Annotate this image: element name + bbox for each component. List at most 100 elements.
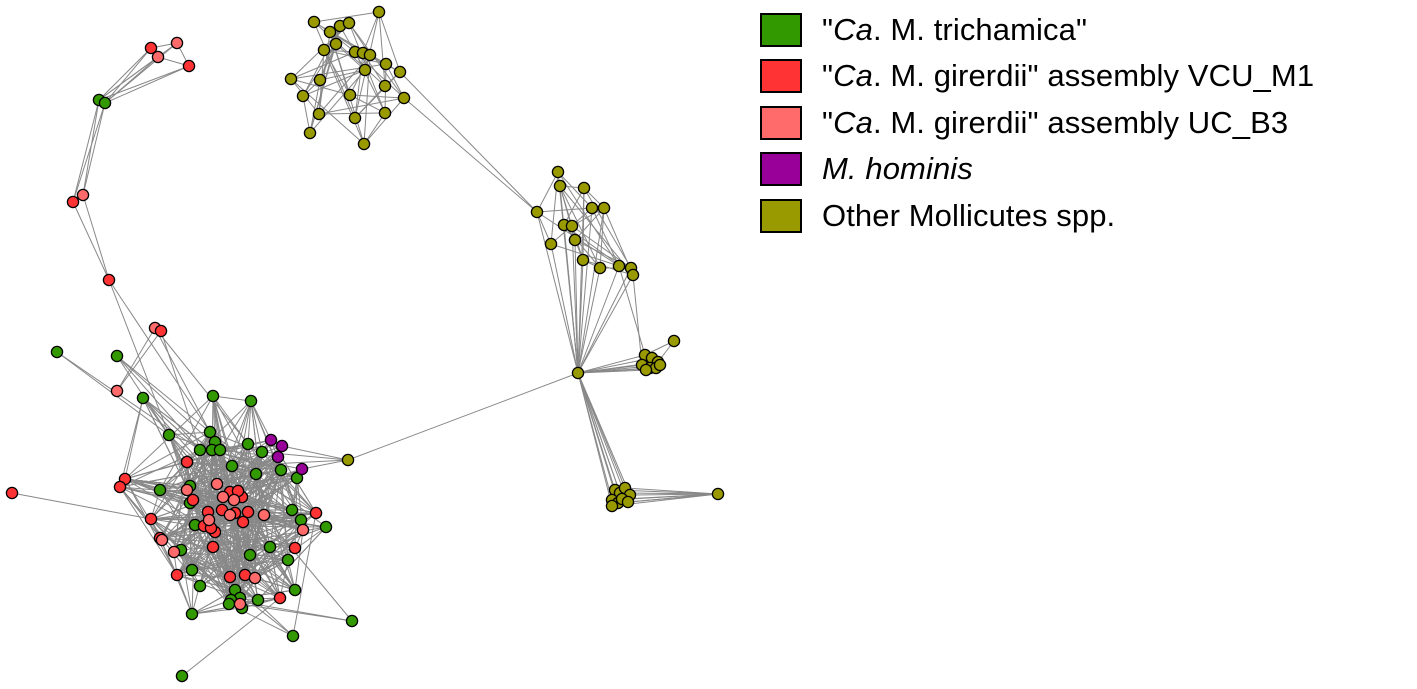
node-trichamica (153, 483, 167, 497)
node-other-mollicutes (711, 487, 725, 501)
network-edge (124, 478, 205, 527)
network-edge (319, 69, 366, 81)
network-edge (116, 330, 162, 392)
network-edge (577, 274, 634, 374)
node-trichamica (319, 520, 333, 534)
network-edge (72, 102, 106, 203)
network-edge (214, 531, 296, 549)
node-trichamica (281, 553, 295, 567)
node-other-mollicutes (605, 499, 619, 513)
network-edge (577, 265, 620, 374)
node-girerdii-uc-b3 (110, 384, 124, 398)
network-edge (563, 224, 601, 269)
node-girerdii-vcu-m1 (180, 455, 194, 469)
network-edge (108, 279, 211, 433)
network-edge (292, 512, 317, 637)
legend-swatch (760, 105, 802, 140)
network-edge (124, 397, 144, 480)
node-other-mollicutes (397, 91, 411, 105)
node-trichamica (222, 597, 236, 611)
network-edge (557, 171, 620, 267)
node-trichamica (241, 437, 255, 451)
network-edge (154, 327, 249, 445)
legend-label: M. hominis (822, 151, 973, 186)
network-edge (577, 372, 631, 496)
network-edge (168, 434, 205, 527)
legend-label: "Ca. M. trichamica" (822, 11, 1088, 47)
network-edges (11, 11, 719, 677)
network-edge (119, 397, 144, 488)
network-edge (159, 395, 214, 491)
node-trichamica (285, 503, 299, 517)
network-edge (82, 102, 106, 196)
node-trichamica (213, 443, 227, 457)
network-edge (154, 327, 211, 433)
node-other-mollicutes (621, 495, 635, 509)
network-edge (116, 327, 156, 392)
network-edge (577, 369, 647, 374)
node-girerdii-vcu-m1 (144, 41, 158, 55)
node-girerdii-uc-b3 (151, 50, 165, 64)
legend-item-trichamica: "Ca. M. trichamica" (760, 10, 1314, 49)
network-edge (250, 400, 272, 441)
network-edge (72, 201, 110, 281)
node-trichamica (185, 607, 199, 621)
legend-swatch (760, 152, 802, 186)
network-edge (191, 559, 289, 571)
network-edge (550, 243, 579, 374)
network-edge (116, 355, 221, 451)
network-edge (82, 194, 110, 281)
node-other-mollicutes (343, 88, 357, 102)
network-edge (255, 473, 281, 599)
network-edge (583, 187, 632, 269)
network-edge (159, 465, 233, 491)
node-girerdii-uc-b3 (76, 188, 90, 202)
network-edge (189, 431, 211, 487)
network-edge (231, 465, 304, 531)
node-other-mollicutes (568, 233, 582, 247)
node-other-mollicutes (378, 79, 392, 93)
network-edge (189, 502, 246, 576)
network-edge (309, 79, 321, 134)
network-edge (108, 279, 170, 436)
network-edge (231, 465, 271, 548)
network-edge (229, 514, 241, 599)
network-edge (119, 486, 196, 526)
network-edge (168, 434, 188, 491)
network-edge (557, 171, 593, 209)
node-girerdii-vcu-m1 (66, 195, 80, 209)
legend-item-other-mollicutes: Other Mollicutes spp. (760, 196, 1314, 235)
network-edge (577, 259, 584, 374)
node-hominis (264, 433, 278, 447)
node-other-mollicutes (612, 259, 626, 273)
node-girerdii-uc-b3 (223, 508, 237, 522)
network-edge (250, 400, 263, 453)
network-edge (290, 63, 387, 80)
node-other-mollicutes (307, 15, 321, 29)
network-edge (191, 607, 243, 615)
node-other-mollicutes (341, 453, 355, 467)
node-trichamica (249, 467, 263, 481)
network-edge (362, 11, 380, 54)
legend-label: "Ca. M. girerdii" assembly UC_B3 (822, 104, 1289, 140)
network-edge (629, 493, 719, 496)
network-edge (176, 574, 193, 615)
network-edge (348, 22, 405, 99)
network-edge (349, 94, 405, 99)
network-edge (72, 99, 100, 203)
network-edge (302, 43, 337, 97)
node-other-mollicutes (571, 366, 585, 380)
node-trichamica (251, 593, 265, 607)
legend-label: Other Mollicutes spp. (822, 197, 1116, 233)
node-trichamica (50, 345, 64, 359)
network-edge (219, 449, 279, 458)
network-edge (354, 85, 386, 119)
node-girerdii-uc-b3 (257, 508, 271, 522)
network-edge (229, 456, 279, 516)
node-girerdii-vcu-m1 (170, 568, 184, 582)
node-other-mollicutes (313, 73, 327, 87)
node-trichamica (136, 391, 150, 405)
network-edge (294, 529, 304, 591)
network-edge (577, 207, 605, 374)
network-edge (301, 459, 349, 470)
